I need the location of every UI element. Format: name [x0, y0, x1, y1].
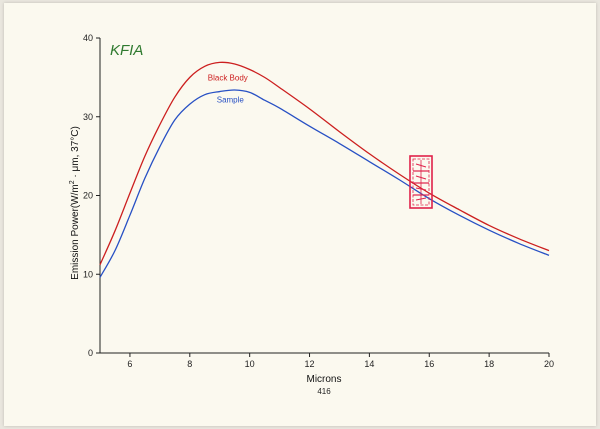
- y-tick-label: 30: [83, 112, 93, 122]
- x-tick-label: 16: [424, 359, 434, 369]
- brand-label: KFIA: [110, 42, 143, 59]
- black-body-series-line: [99, 61, 550, 266]
- y-tick-label: 0: [88, 348, 93, 358]
- y-tick-label: 20: [83, 191, 93, 201]
- sample-series-line: [99, 89, 550, 278]
- y-tick-label: 10: [83, 269, 93, 279]
- red-stamp: [409, 155, 433, 209]
- x-tick-label: 12: [305, 359, 315, 369]
- x-axis-title: Microns: [306, 374, 341, 385]
- series-labels: Black Body Sample: [208, 74, 248, 105]
- scanned-page: 6 8 10 12 14 16 18 20 0 10 20 30 40 Black Body Sample…: [4, 3, 596, 426]
- x-tick-label: 20: [544, 359, 554, 369]
- x-tick-label: 18: [484, 359, 494, 369]
- tick-marks: 6 8 10 12 14 16 18 20 0 10 20 30 40: [83, 33, 554, 369]
- y-axis-title: Emission Power(W/m2 · μm, 37°C): [69, 126, 81, 280]
- sample-label: Sample: [217, 96, 245, 105]
- x-tick-label: 6: [127, 359, 132, 369]
- chart-axes: [99, 38, 549, 354]
- x-tick-label: 8: [187, 359, 192, 369]
- y-tick-label: 40: [83, 33, 93, 43]
- page-number: 416: [317, 387, 331, 396]
- emission-power-chart: 6 8 10 12 14 16 18 20 0 10 20 30 40 Black Body Sample…: [69, 33, 554, 396]
- x-tick-label: 10: [245, 359, 255, 369]
- black-body-label: Black Body: [208, 74, 248, 83]
- x-tick-label: 14: [364, 359, 374, 369]
- series-layer: [99, 61, 550, 278]
